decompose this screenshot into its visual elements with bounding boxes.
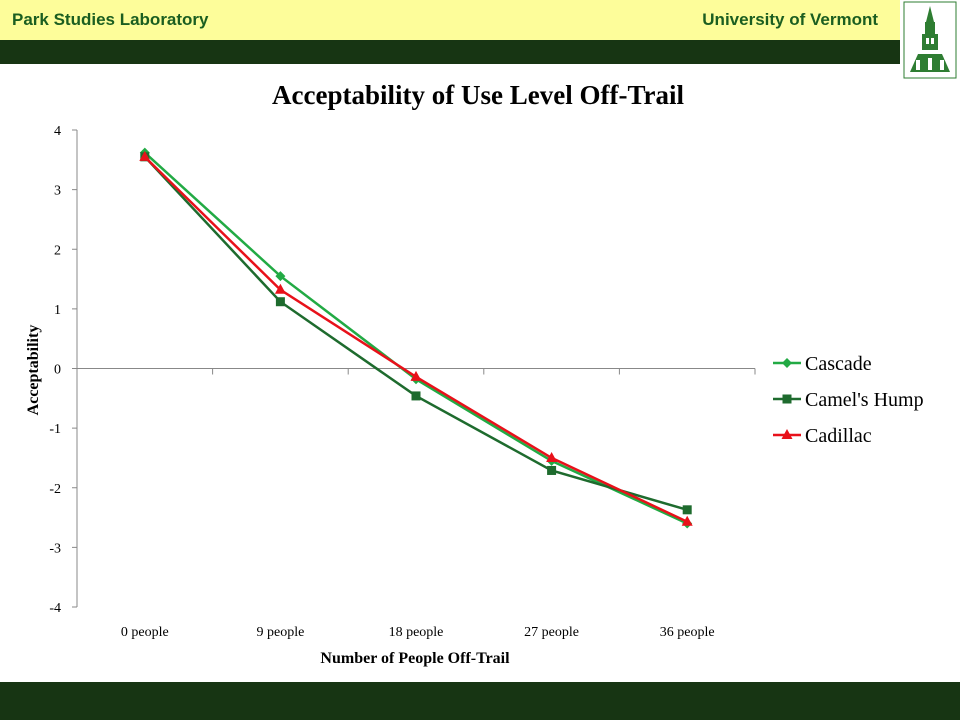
university-name: University of Vermont xyxy=(702,10,878,29)
x-tick-label: 9 people xyxy=(256,625,304,640)
logo xyxy=(900,0,960,82)
series-line-1 xyxy=(143,155,688,512)
y-tick-label: -3 xyxy=(49,541,61,556)
legend-label: Cadillac xyxy=(805,425,872,447)
data-point-1-4 xyxy=(682,505,692,515)
x-tick-label: 36 people xyxy=(660,625,715,640)
x-tick-label: 27 people xyxy=(524,625,579,640)
legend-label: Cascade xyxy=(805,353,872,375)
legend-swatch-marker xyxy=(781,429,793,439)
university-tower-icon xyxy=(903,1,957,79)
header-bar: Park Studies Laboratory University of Ve… xyxy=(0,0,900,40)
header-band xyxy=(0,40,900,64)
y-tick-label: 2 xyxy=(54,243,61,258)
x-tick-label: 0 people xyxy=(121,625,169,640)
data-point-2-1 xyxy=(274,283,286,294)
legend-swatch-marker xyxy=(782,358,792,368)
x-tick-label: 18 people xyxy=(389,625,444,640)
data-point-1-1 xyxy=(275,297,285,307)
y-tick-label: 3 xyxy=(54,184,61,199)
legend-label: Camel's Hump xyxy=(805,389,924,411)
y-tick-label: 1 xyxy=(54,303,61,318)
chart-title: Acceptability of Use Level Off-Trail xyxy=(272,80,684,110)
y-tick-label: -4 xyxy=(49,601,61,616)
y-tick-label: -2 xyxy=(49,482,61,497)
y-tick-label: 4 xyxy=(54,124,61,139)
legend-swatch-marker xyxy=(782,394,792,404)
y-tick-label: 0 xyxy=(54,363,61,378)
data-point-1-2 xyxy=(411,391,421,401)
data-point-0-1 xyxy=(275,271,286,282)
y-tick-label: -1 xyxy=(49,422,61,437)
line-chart: Acceptability of Use Level Off-Trail 4 3 2 1… xyxy=(25,80,924,667)
footer-band xyxy=(0,682,960,720)
data-point-2-3 xyxy=(546,451,558,462)
lab-name: Park Studies Laboratory xyxy=(12,10,209,29)
series-line-2 xyxy=(143,155,688,523)
data-point-2-0 xyxy=(139,150,151,161)
data-point-2-2 xyxy=(410,370,422,381)
series-line-0 xyxy=(143,151,688,525)
x-axis-title: Number of People Off-Trail xyxy=(320,650,510,667)
data-point-1-3 xyxy=(547,465,557,475)
data-point-2-4 xyxy=(681,515,693,526)
y-axis-title: Acceptability xyxy=(25,325,42,416)
